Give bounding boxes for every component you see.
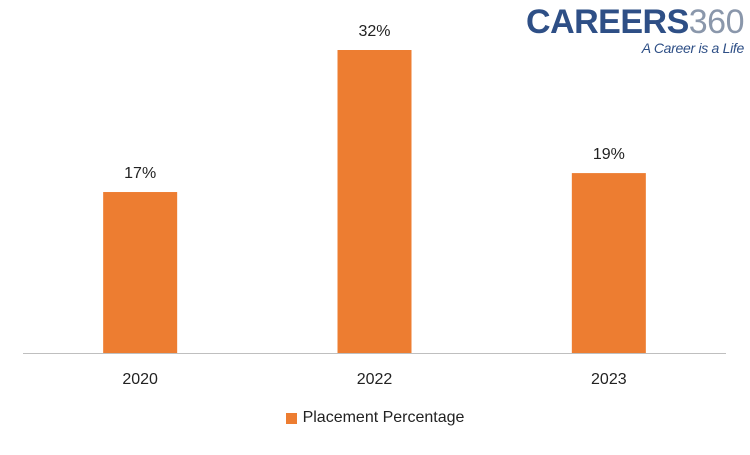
x-tick-label-2023: 2023 — [591, 371, 627, 388]
data-label-2020: 17% — [124, 165, 156, 182]
bar-2022 — [337, 50, 412, 353]
data-label-2023: 19% — [593, 146, 625, 163]
logo-number: 360 — [688, 3, 745, 41]
bar-2023 — [571, 173, 646, 353]
bar-2020 — [103, 192, 178, 353]
x-tick-label-2020: 2020 — [122, 371, 158, 388]
x-tick-label-2022: 2022 — [357, 371, 393, 388]
legend-swatch — [285, 412, 297, 424]
data-label-2022: 32% — [358, 23, 390, 40]
logo-wordmark: CAREERS — [526, 3, 689, 41]
chart-legend: Placement Percentage — [0, 409, 750, 427]
logo-tagline: A Career is a Life — [641, 40, 745, 56]
legend-label: Placement Percentage — [302, 409, 465, 426]
careers360-logo: CAREERS360 A Career is a Life — [526, 4, 744, 56]
